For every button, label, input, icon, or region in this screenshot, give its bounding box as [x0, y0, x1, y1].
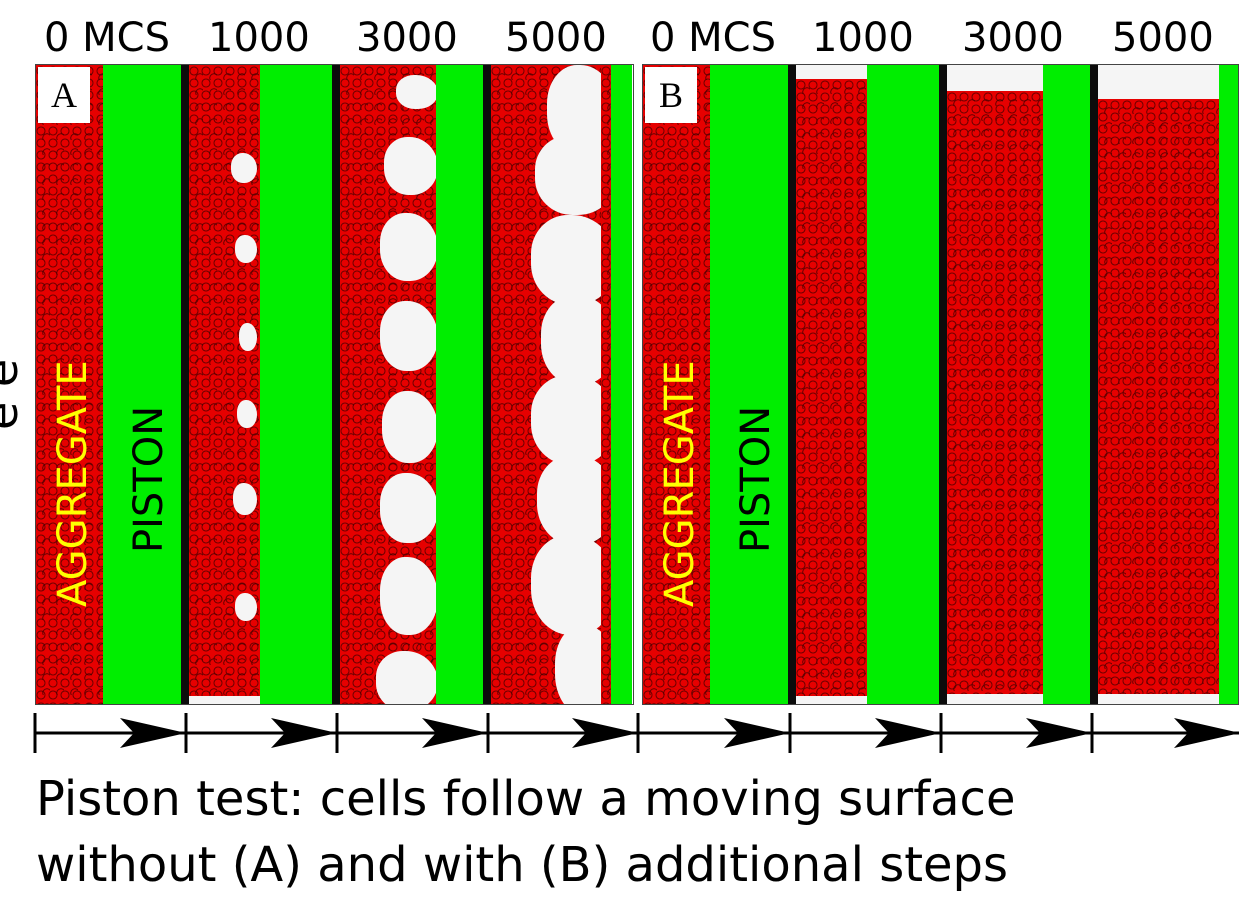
piston: [867, 65, 939, 704]
void-region: [380, 213, 438, 281]
piston: [436, 65, 483, 704]
frame-b-5000: [1098, 65, 1238, 704]
time-label-a-3000: 3000: [356, 15, 458, 61]
frame-divider: [181, 65, 189, 704]
piston: [103, 65, 181, 704]
void-region: [231, 153, 257, 183]
time-label-b-1000: 1000: [812, 15, 914, 61]
panel-a: A AGGREGATE PISTON: [35, 64, 634, 705]
cell-aggregate: [796, 79, 869, 696]
piston: [1219, 65, 1238, 704]
panel-letter-a: A: [38, 67, 90, 123]
void-region: [239, 323, 257, 351]
piston: [260, 65, 332, 704]
void-region: [233, 483, 257, 515]
piston: [611, 65, 632, 704]
time-label-b-3000: 3000: [962, 15, 1064, 61]
clipped-left-text: e e: [0, 280, 24, 440]
piston-label: PISTON: [126, 405, 172, 553]
caption-line-2: without (A) and with (B) additional step…: [36, 837, 1009, 893]
cell-aggregate: [601, 65, 614, 704]
void-region: [237, 400, 257, 428]
void-region: [376, 651, 438, 704]
panel-letter-b: B: [645, 67, 697, 123]
frame-a-3000: [340, 65, 483, 704]
cell-aggregate: [189, 65, 262, 696]
void-region: [235, 235, 257, 263]
frame-divider: [1090, 65, 1098, 704]
frame-a-0: [36, 65, 181, 704]
frame-b-0: [643, 65, 788, 704]
time-label-a-0: 0 MCS: [44, 15, 170, 61]
frame-a-5000: [491, 65, 632, 704]
cell-aggregate: [36, 65, 103, 704]
void-region: [384, 137, 438, 195]
timeline-arrowheads: [120, 718, 1239, 748]
void-region: [380, 473, 438, 543]
void-region: [380, 301, 438, 371]
caption-line-1: Piston test: cells follow a moving surfa…: [36, 771, 1016, 827]
piston: [1043, 65, 1090, 704]
frame-divider: [332, 65, 340, 704]
piston: [710, 65, 788, 704]
aggregate-label: AGGREGATE: [50, 360, 96, 607]
void-region: [380, 557, 438, 635]
time-label-a-5000: 5000: [505, 15, 607, 61]
time-label-a-1000: 1000: [208, 15, 310, 61]
frame-a-1000: [189, 65, 332, 704]
cell-aggregate: [947, 91, 1044, 694]
frame-divider: [483, 65, 491, 704]
frame-divider: [939, 65, 947, 704]
time-label-b-0: 0 MCS: [650, 15, 776, 61]
piston-label: PISTON: [733, 405, 779, 553]
void-region: [382, 391, 438, 463]
frame-b-3000: [947, 65, 1090, 704]
void-region: [235, 593, 257, 621]
frame-divider: [788, 65, 796, 704]
time-label-b-5000: 5000: [1112, 15, 1214, 61]
cell-aggregate: [1098, 99, 1220, 694]
timeline-arrows: [33, 713, 1239, 753]
panel-b: B AGGREGATE PISTON: [642, 64, 1239, 705]
aggregate-label: AGGREGATE: [657, 360, 703, 607]
void-region: [396, 75, 438, 109]
frame-b-1000: [796, 65, 939, 704]
cell-aggregate: [643, 65, 710, 704]
